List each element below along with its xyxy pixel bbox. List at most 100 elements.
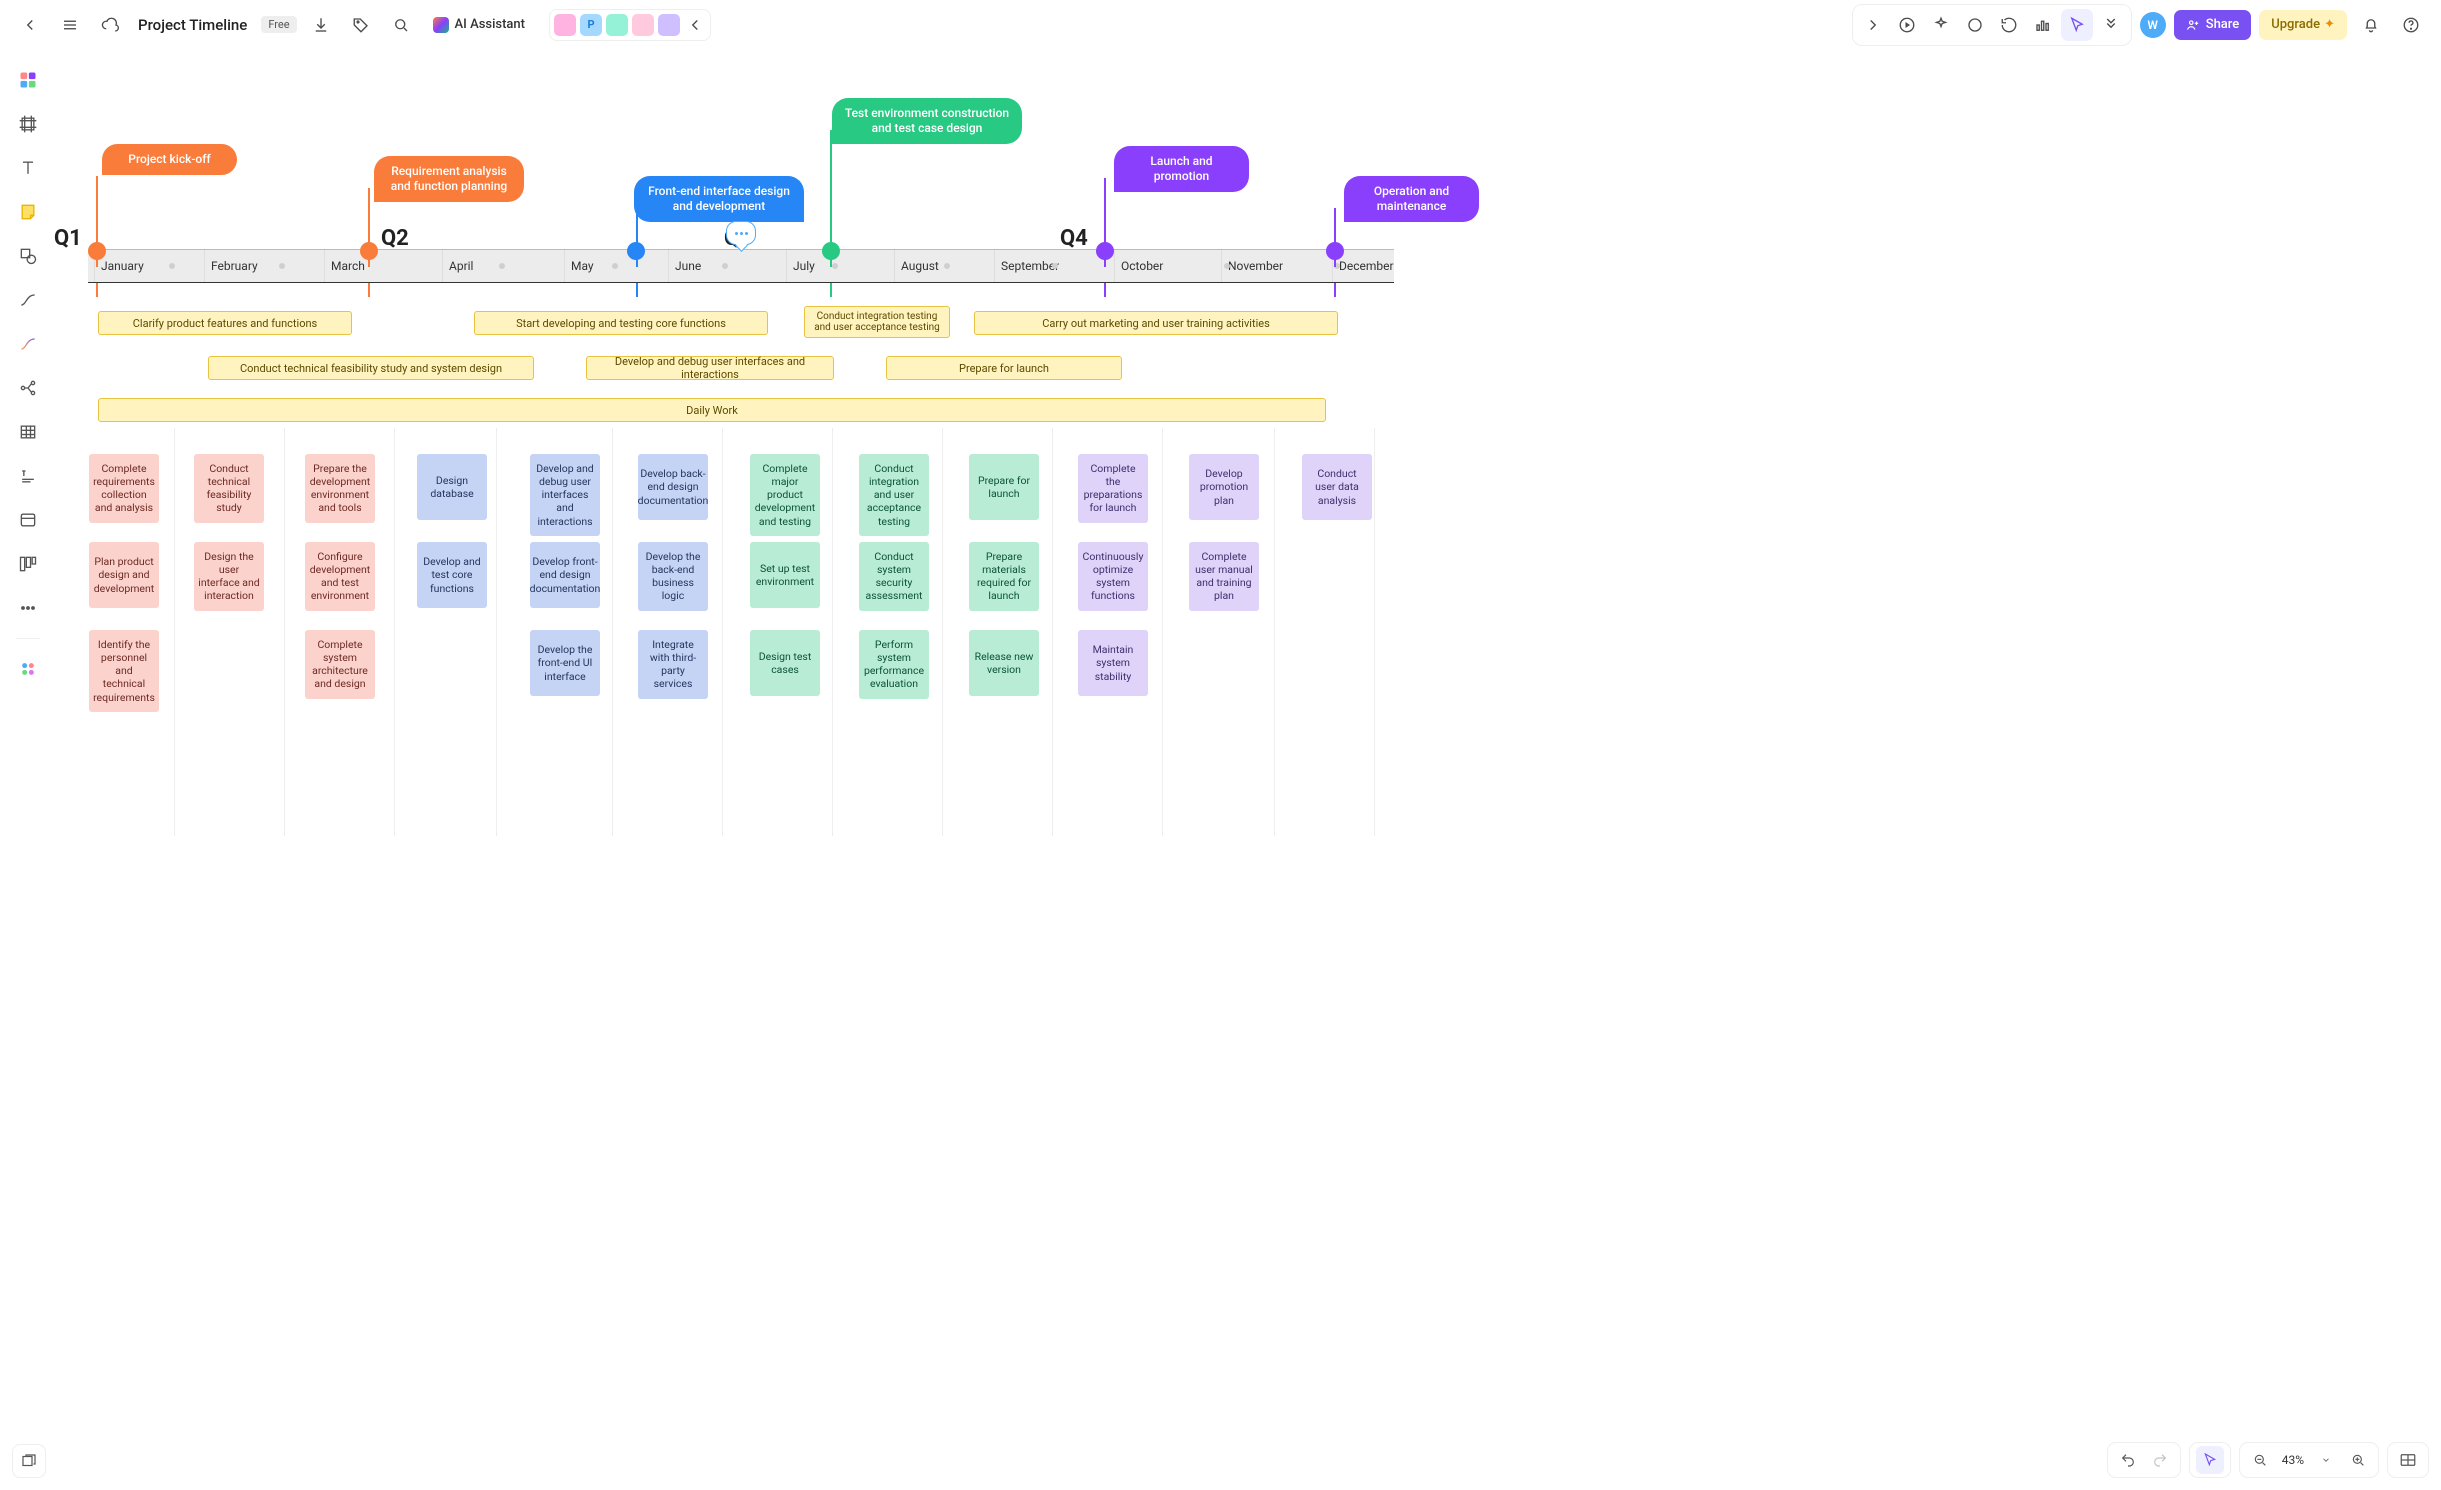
table-tool[interactable] <box>12 416 44 448</box>
task-card[interactable]: Conduct user data analysis <box>1302 454 1372 520</box>
chart-icon[interactable] <box>2027 9 2059 41</box>
layers-button[interactable] <box>12 1444 46 1478</box>
task-card[interactable]: Develop front-end design documentation <box>530 542 600 608</box>
collab-chip[interactable] <box>606 14 628 36</box>
notifications-button[interactable] <box>2355 9 2387 41</box>
task-card[interactable]: Prepare the development environment and … <box>305 454 375 523</box>
milestone-dot <box>627 242 645 260</box>
collab-chip[interactable] <box>632 14 654 36</box>
task-card[interactable]: Identify the personnel and technical req… <box>89 630 159 712</box>
ai-label: AI Assistant <box>455 17 525 32</box>
sticky-note-tool[interactable] <box>12 196 44 228</box>
task-bar[interactable]: Prepare for launch <box>886 356 1122 380</box>
task-card[interactable]: Design test cases <box>750 630 820 696</box>
task-card[interactable]: Complete system architecture and design <box>305 630 375 699</box>
cloud-status-icon <box>94 9 126 41</box>
milestone-dot <box>360 242 378 260</box>
top-toolbar: Project Timeline Free AI Assistant P W <box>0 0 2441 50</box>
sparkle-icon[interactable] <box>1925 9 1957 41</box>
collaborator-chips[interactable]: P <box>549 9 711 41</box>
task-card[interactable]: Design database <box>417 454 487 520</box>
shape-tool[interactable] <box>12 240 44 272</box>
milestone-bubble[interactable]: Launch and promotion <box>1114 146 1249 192</box>
collab-prev-button[interactable] <box>684 14 706 36</box>
frame-tool[interactable] <box>12 108 44 140</box>
task-bar[interactable]: Carry out marketing and user training ac… <box>974 311 1338 335</box>
task-card[interactable]: Perform system performance evaluation <box>859 630 929 699</box>
ai-assistant-button[interactable]: AI Assistant <box>425 13 533 37</box>
tag-button[interactable] <box>345 9 377 41</box>
logo-icon[interactable] <box>12 64 44 96</box>
milestone-bubble[interactable]: Project kick-off <box>102 144 237 175</box>
quarter-label: Q2 <box>381 226 409 251</box>
task-bar[interactable]: Daily Work <box>98 398 1326 422</box>
task-card[interactable]: Continuously optimize system functions <box>1078 542 1148 611</box>
collab-chip[interactable] <box>554 14 576 36</box>
apps-icon[interactable] <box>12 653 44 685</box>
task-card[interactable]: Integrate with third-party services <box>638 630 708 699</box>
toolbar-left: Project Timeline Free AI Assistant P <box>14 9 711 41</box>
task-card[interactable]: Configure development and test environme… <box>305 542 375 611</box>
text-block-tool[interactable] <box>12 460 44 492</box>
task-card[interactable]: Complete user manual and training plan <box>1189 542 1259 611</box>
collab-chip[interactable]: P <box>580 14 602 36</box>
more-tools[interactable] <box>12 592 44 624</box>
task-bar[interactable]: Start developing and testing core functi… <box>474 311 768 335</box>
task-card[interactable]: Develop promotion plan <box>1189 454 1259 520</box>
task-card[interactable]: Develop and test core functions <box>417 542 487 608</box>
task-card[interactable]: Develop back-end design documentation <box>638 454 708 520</box>
help-button[interactable] <box>2395 9 2427 41</box>
milestone-bubble[interactable]: Requirement analysis and function planni… <box>374 156 524 202</box>
share-button[interactable]: Share <box>2174 10 2252 40</box>
month-label: June <box>668 249 768 283</box>
task-card[interactable]: Develop the front-end UI interface <box>530 630 600 696</box>
task-card[interactable]: Complete major product development and t… <box>750 454 820 536</box>
task-card[interactable]: Complete requirements collection and ana… <box>89 454 159 523</box>
cursor-mode-button[interactable] <box>2061 9 2093 41</box>
milestone-bubble[interactable]: Front-end interface design and developme… <box>634 176 804 222</box>
canvas[interactable]: Q1Q2Q3Q4JanuaryFebruaryMarchAprilMayJune… <box>54 56 2441 1490</box>
mindmap-tool[interactable] <box>12 372 44 404</box>
task-card[interactable]: Prepare materials required for launch <box>969 542 1039 611</box>
month-label: February <box>204 249 304 283</box>
comment-marker[interactable] <box>726 221 756 245</box>
task-bar[interactable]: Develop and debug user interfaces and in… <box>586 356 834 380</box>
card-tool[interactable] <box>12 504 44 536</box>
task-card[interactable]: Design the user interface and interactio… <box>194 542 264 611</box>
task-card[interactable]: Conduct system security assessment <box>859 542 929 611</box>
task-card[interactable]: Conduct integration and user acceptance … <box>859 454 929 536</box>
search-button[interactable] <box>385 9 417 41</box>
milestone-dot <box>88 242 106 260</box>
task-card[interactable]: Develop and debug user interfaces and in… <box>530 454 600 536</box>
task-card[interactable]: Develop the back-end business logic <box>638 542 708 611</box>
kanban-tool[interactable] <box>12 548 44 580</box>
milestone-bubble[interactable]: Test environment construction and test c… <box>832 98 1022 144</box>
month-label: April <box>442 249 542 283</box>
upgrade-button[interactable]: Upgrade✦ <box>2259 10 2347 40</box>
history-icon[interactable] <box>1993 9 2025 41</box>
task-bar[interactable]: Clarify product features and functions <box>98 311 352 335</box>
milestone-bubble[interactable]: Operation and maintenance <box>1344 176 1479 222</box>
collab-chip[interactable] <box>658 14 680 36</box>
download-button[interactable] <box>305 9 337 41</box>
document-title[interactable]: Project Timeline <box>138 16 247 34</box>
pen-tool[interactable] <box>12 328 44 360</box>
user-avatar[interactable]: W <box>2140 12 2166 38</box>
text-tool[interactable] <box>12 152 44 184</box>
task-card[interactable]: Complete the preparations for launch <box>1078 454 1148 523</box>
task-card[interactable]: Conduct technical feasibility study <box>194 454 264 523</box>
more-modes-button[interactable] <box>2095 9 2127 41</box>
back-button[interactable] <box>14 9 46 41</box>
task-bar[interactable]: Conduct integration testing and user acc… <box>804 306 950 338</box>
task-card[interactable]: Maintain system stability <box>1078 630 1148 696</box>
connector-tool[interactable] <box>12 284 44 316</box>
chevron-right-icon[interactable] <box>1857 9 1889 41</box>
circle-icon[interactable] <box>1959 9 1991 41</box>
task-bar[interactable]: Conduct technical feasibility study and … <box>208 356 534 380</box>
menu-button[interactable] <box>54 9 86 41</box>
play-button[interactable] <box>1891 9 1923 41</box>
task-card[interactable]: Prepare for launch <box>969 454 1039 520</box>
task-card[interactable]: Plan product design and development <box>89 542 159 608</box>
task-card[interactable]: Set up test environment <box>750 542 820 608</box>
task-card[interactable]: Release new version <box>969 630 1039 696</box>
